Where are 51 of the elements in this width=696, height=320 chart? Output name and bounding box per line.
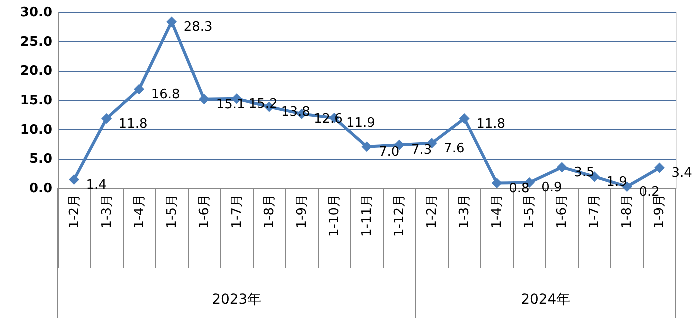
y-tick-label: 20.0 <box>20 64 52 80</box>
point <box>556 162 568 173</box>
y-tick-label: 15.0 <box>20 94 52 108</box>
x-tick-label: 1-6月 <box>197 194 212 229</box>
x-tick-label: 1-3月 <box>458 194 473 229</box>
y-tick-label: 30.0 <box>20 6 52 20</box>
point <box>492 178 502 189</box>
data-label: 11.9 <box>346 116 376 132</box>
data-label: 28.3 <box>184 20 213 35</box>
x-tick-label: 1-4月 <box>132 194 148 229</box>
x-tick-label: 1-10月 <box>327 194 342 238</box>
x-tick-label: 1-7月 <box>588 194 603 229</box>
data-label: 1.4 <box>86 178 107 193</box>
y-tick-label: 5.0 <box>29 152 52 168</box>
x-tick-label: 1-6月 <box>555 194 570 229</box>
point <box>362 142 372 152</box>
data-label: 0.8 <box>509 181 530 196</box>
data-label: 15.2 <box>248 96 278 112</box>
y-tick-label: 0.0 <box>29 182 52 196</box>
x-tick-label: 1-11月 <box>360 194 375 238</box>
x-tick-label: 1-9月 <box>294 194 310 229</box>
y-tick-label: 10.0 <box>20 122 52 138</box>
x-tick-label: 1-5月 <box>522 194 538 229</box>
data-label: 7.0 <box>379 144 400 160</box>
data-label: 7.6 <box>444 141 465 156</box>
x-tick-label: 1-12月 <box>392 194 408 238</box>
x-tick-label: 1-2月 <box>67 194 82 229</box>
point <box>166 16 178 28</box>
y-tick-label: 25.0 <box>20 34 52 50</box>
x-tick-label: 1-7月 <box>230 194 245 229</box>
point <box>69 174 80 186</box>
point <box>199 94 210 105</box>
data-label: 7.3 <box>412 143 432 158</box>
data-label: 11.8 <box>476 116 506 132</box>
x-tick-label: 1-8月 <box>262 194 278 229</box>
point <box>459 114 470 124</box>
data-label: 0.9 <box>542 180 562 196</box>
x-tick-label: 1-5月 <box>164 194 180 229</box>
data-label: 3.4 <box>672 166 692 182</box>
point <box>102 114 112 124</box>
x-tick-label: 1-2月 <box>425 194 440 229</box>
data-label: 11.8 <box>118 116 148 132</box>
x-tick-label: 1-3月 <box>100 194 115 229</box>
data-label: 16.8 <box>151 87 180 102</box>
text: 2024年 <box>521 292 571 308</box>
text: 2023年 <box>212 292 262 308</box>
point <box>654 162 665 174</box>
x-tick-label: 1-4月 <box>490 194 506 229</box>
x-tick-label: 1-8月 <box>620 194 636 229</box>
point <box>134 84 145 95</box>
data-label: 15.1 <box>216 97 246 112</box>
